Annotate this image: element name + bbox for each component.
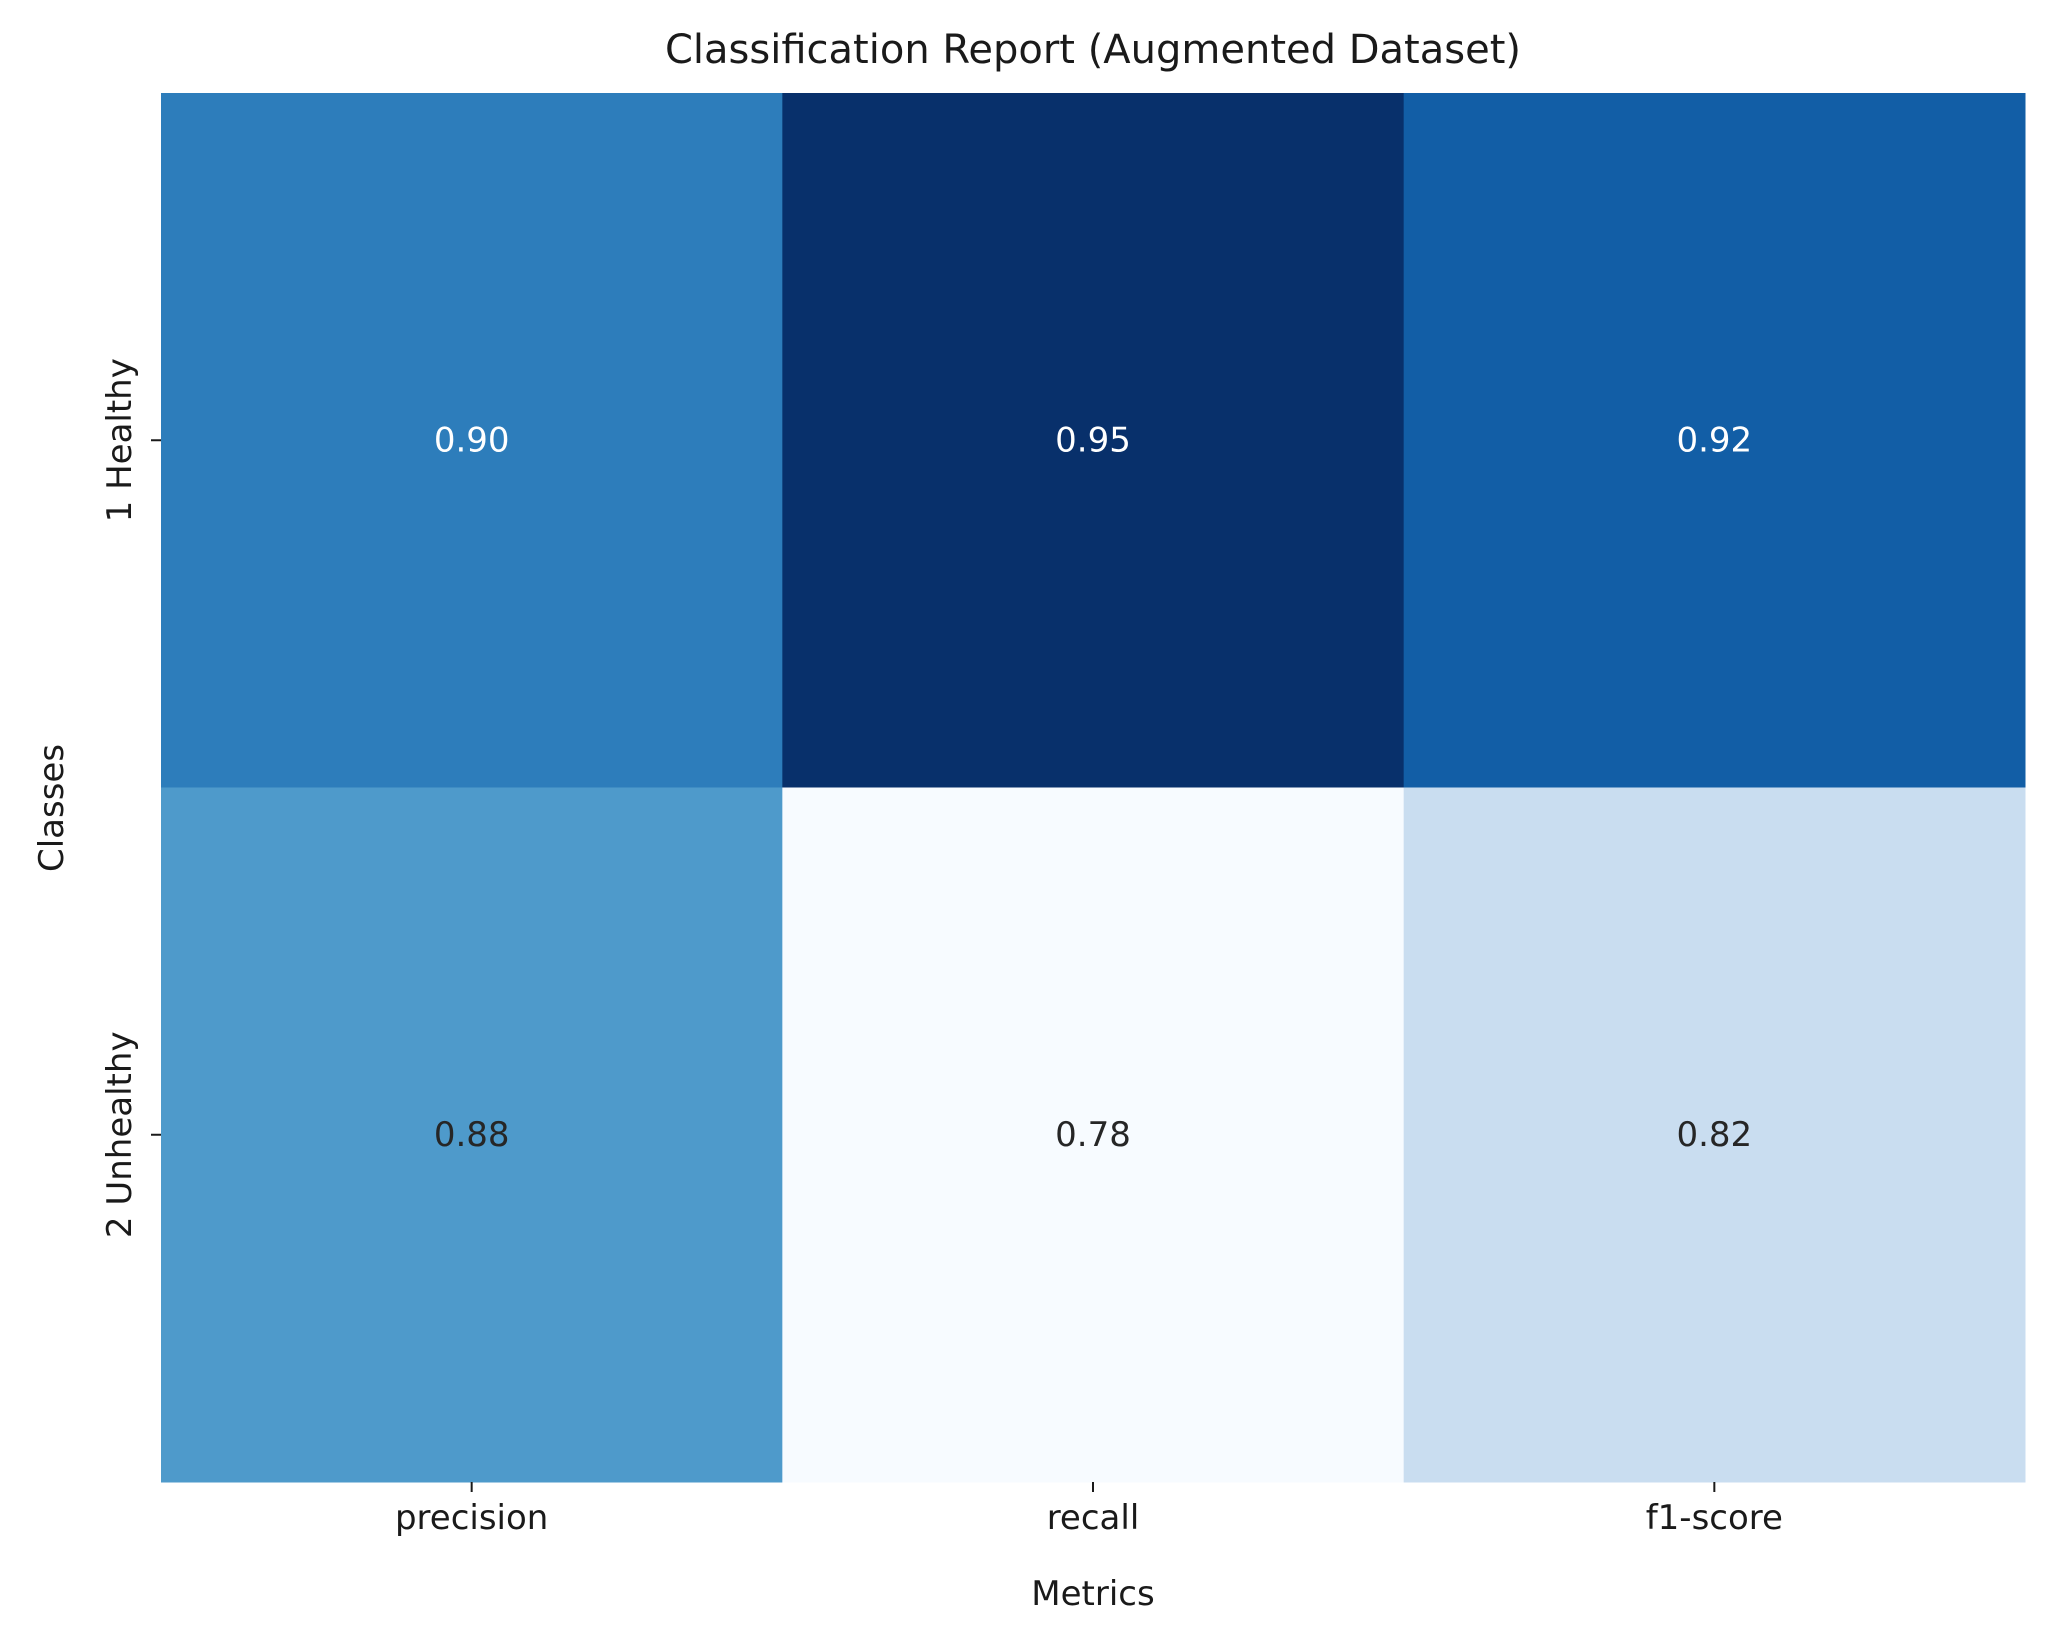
- heatmap-cell-r1-c0: [161, 787, 783, 1483]
- heatmap-value-label-r0-c1: 0.95: [1055, 420, 1131, 460]
- heatmap-value-label-r0-c0: 0.90: [434, 420, 510, 460]
- heatmap-value-label-r1-c2: 0.82: [1676, 1115, 1752, 1155]
- chart-title: Classification Report (Augmented Dataset…: [665, 27, 1521, 73]
- heatmap-cells: [161, 93, 2026, 1483]
- y-tick-label-1: 2 Unhealthy: [100, 1031, 140, 1238]
- heatmap-cell-r0-c0: [161, 93, 783, 788]
- heatmap-cell-r0-c1: [782, 93, 1405, 788]
- x-tick-label-1: recall: [1047, 1498, 1140, 1538]
- x-tick-label-2: f1-score: [1646, 1498, 1783, 1538]
- x-tick-label-0: precision: [395, 1498, 548, 1538]
- heatmap-value-label-r1-c0: 0.88: [434, 1115, 510, 1155]
- heatmap-cell-r1-c1: [782, 787, 1405, 1483]
- heatmap-value-labels: 0.90 0.95 0.92 0.88 0.78 0.82: [434, 420, 1752, 1155]
- heatmap-value-label-r1-c1: 0.78: [1055, 1115, 1131, 1155]
- axis-ticks: precision recall f1-score 1 Healthy 2 Unheal…: [100, 358, 1783, 1538]
- x-axis-title: Metrics: [1031, 1574, 1154, 1614]
- y-axis-title: Classes: [32, 744, 72, 872]
- heatmap-cell-r0-c2: [1403, 93, 2026, 788]
- y-tick-label-0: 1 Healthy: [100, 358, 140, 522]
- heatmap-value-label-r0-c2: 0.92: [1676, 420, 1752, 460]
- heatmap-cell-r1-c2: [1403, 787, 2026, 1483]
